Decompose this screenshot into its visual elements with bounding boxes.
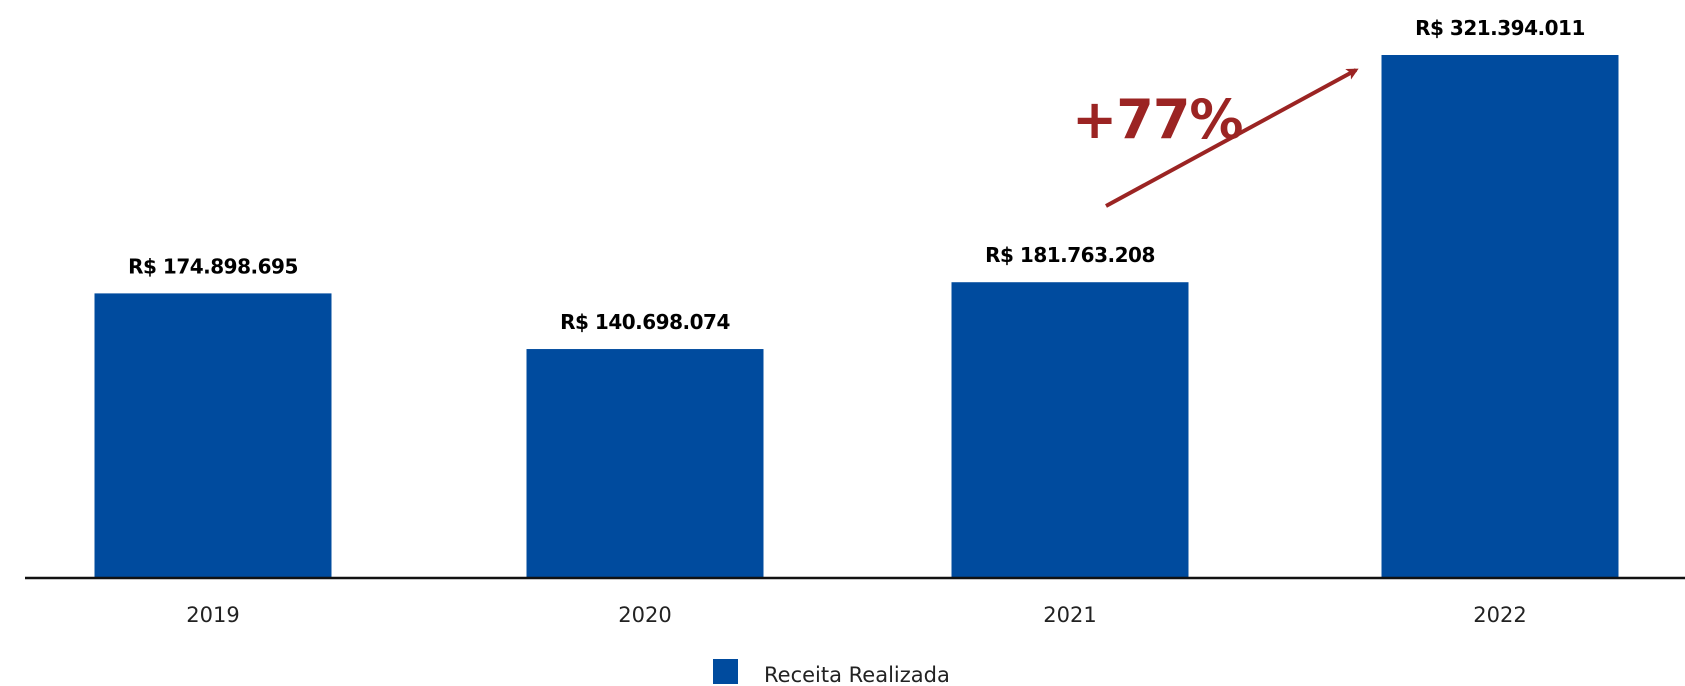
- bar-2020: [526, 349, 764, 578]
- category-label-2022: 2022: [1473, 603, 1526, 627]
- legend-label: Receita Realizada: [764, 663, 950, 686]
- category-label-2021: 2021: [1043, 603, 1096, 627]
- bar-2019: [94, 293, 332, 578]
- value-label-2020: R$ 140.698.074: [560, 310, 730, 334]
- value-label-2019: R$ 174.898.695: [128, 254, 298, 278]
- value-labels-layer: R$ 174.898.695 R$ 140.698.074 R$ 181.763.2…: [128, 16, 1585, 334]
- value-label-2021: R$ 181.763.208: [985, 243, 1155, 267]
- legend: Receita Realizada: [713, 659, 950, 686]
- bar-2022: [1381, 55, 1619, 578]
- growth-arrow: [1105, 68, 1359, 208]
- category-label-2020: 2020: [618, 603, 671, 627]
- bars-layer: [94, 55, 1619, 578]
- growth-percentage-label: +77%: [1072, 88, 1243, 151]
- value-label-2022: R$ 321.394.011: [1415, 16, 1585, 40]
- category-labels-layer: 2019 2020 2021 2022: [186, 603, 1526, 627]
- category-label-2019: 2019: [186, 603, 239, 627]
- legend-swatch: [713, 659, 738, 684]
- bar-2021: [951, 282, 1189, 578]
- growth-annotation: +77%: [1072, 68, 1359, 208]
